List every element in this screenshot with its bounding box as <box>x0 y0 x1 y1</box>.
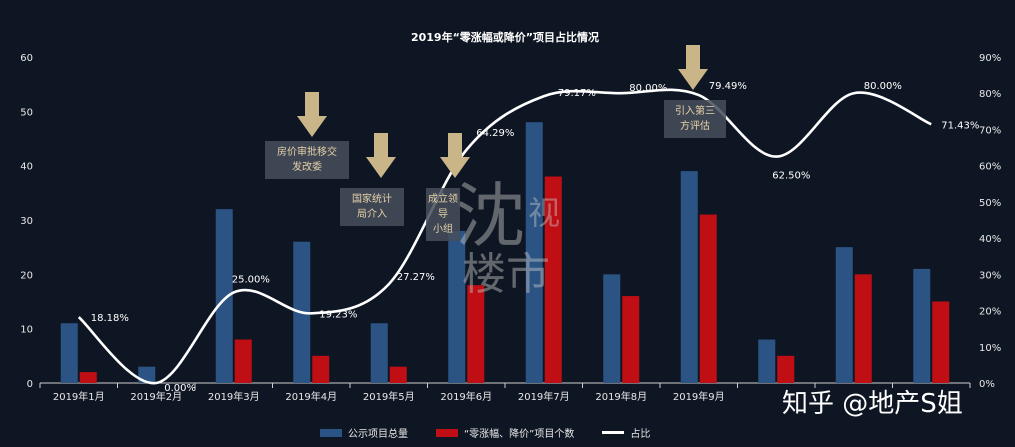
legend-label-zero-growth: “零涨幅、降价”项目个数 <box>464 429 575 440</box>
chart-legend: 公示项目总量 “零涨幅、降价”项目个数 占比 <box>320 425 678 440</box>
x-tick-label: 2019年2月 <box>130 390 182 403</box>
y-left-tick-label: 40 <box>20 162 33 173</box>
bar-zero-growth <box>312 355 330 383</box>
annotation-line: 发改委 <box>292 162 322 173</box>
down-arrow-icon <box>678 45 708 90</box>
bar-total <box>835 247 853 383</box>
watermark-big: 沈 <box>455 175 525 257</box>
x-tick-label: 2019年5月 <box>363 390 415 403</box>
legend-item-ratio: 占比 <box>602 425 650 440</box>
ratio-data-label: 79.49% <box>709 81 747 92</box>
legend-swatch-total <box>320 428 342 437</box>
legend-swatch-ratio <box>602 431 625 434</box>
legend-label-total: 公示项目总量 <box>348 429 408 440</box>
ratio-data-label: 18.18% <box>91 313 129 324</box>
chart-title: 2019年“零涨幅或降价”项目占比情况 <box>411 30 599 44</box>
x-tick-label: 2019年1月 <box>53 390 105 403</box>
bar-zero-growth <box>622 296 640 383</box>
y-left-tick-label: 60 <box>20 53 33 64</box>
bar-total <box>913 268 931 383</box>
annotation-line: 成立领导 <box>428 194 458 220</box>
annotation-price-approval: 房价审批移交 发改委 <box>265 141 349 179</box>
x-tick-label: 2019年7月 <box>518 390 570 403</box>
ratio-data-label: 71.43% <box>941 120 979 131</box>
ratio-data-label: 25.00% <box>232 274 270 285</box>
ratio-data-label: 62.50% <box>772 171 810 182</box>
y-right-tick-label: 50% <box>979 198 1001 209</box>
y-right-tick-label: 30% <box>979 270 1001 281</box>
y-right-tick-label: 80% <box>979 89 1001 100</box>
x-tick-label: 2019年3月 <box>208 390 260 403</box>
legend-item-zero-growth: “零涨幅、降价”项目个数 <box>436 425 574 440</box>
y-right-tick-label: 0% <box>979 379 995 390</box>
down-arrow-icon <box>440 133 470 178</box>
annotation-line: 引入第三 <box>675 106 715 117</box>
annotation-line: 房价审批移交 <box>277 147 337 158</box>
ratio-data-label: 80.00% <box>864 81 902 92</box>
bar-zero-growth <box>234 339 252 383</box>
bar-zero-growth <box>544 176 562 383</box>
y-left-tick-label: 0 <box>27 379 33 390</box>
bar-total <box>525 122 543 383</box>
bar-total <box>680 171 698 383</box>
watermark-side: 视 <box>528 194 561 232</box>
watermark-bottom: 楼市 <box>462 249 550 300</box>
x-tick-label: 2019年9月 <box>673 390 725 403</box>
bar-zero-growth <box>389 366 407 383</box>
ratio-data-label: 79.17% <box>558 88 596 99</box>
bar-zero-growth <box>854 274 872 383</box>
annotation-line: 局介入 <box>357 209 387 220</box>
ratio-data-label: 27.27% <box>397 272 435 283</box>
y-right-tick-label: 70% <box>979 125 1001 136</box>
bar-total <box>448 230 466 383</box>
down-arrow-icon <box>366 133 396 178</box>
x-tick-label: 2019年4月 <box>285 390 337 403</box>
ratio-data-label: 19.23% <box>319 309 357 320</box>
annotation-third-party: 引入第三 方评估 <box>664 100 726 138</box>
bar-total <box>758 339 776 383</box>
ratio-data-label: 64.29% <box>476 128 514 139</box>
annotation-line: 国家统计 <box>352 194 392 205</box>
bar-zero-growth <box>467 285 485 383</box>
ratio-data-label: 80.00% <box>629 83 667 94</box>
y-right-tick-label: 60% <box>979 162 1001 173</box>
bar-total <box>603 274 621 383</box>
ratio-line <box>77 88 932 385</box>
x-tick-label: 2019年6月 <box>440 390 492 403</box>
annotation-line: 小组 <box>433 224 453 235</box>
bar-zero-growth <box>699 214 717 383</box>
y-right-tick-label: 10% <box>979 343 1001 354</box>
bar-total <box>370 323 388 383</box>
annotation-leading-group: 成立领导 小组 <box>426 188 460 241</box>
legend-item-total: 公示项目总量 <box>320 425 408 440</box>
x-tick-label: 2019年8月 <box>595 390 647 403</box>
brand-watermark: 知乎 @地产S姐 <box>782 389 963 419</box>
legend-label-ratio: 占比 <box>630 429 651 440</box>
y-right-tick-label: 40% <box>979 234 1001 245</box>
y-left-tick-label: 30 <box>20 216 33 227</box>
ratio-data-label: 0.00% <box>164 383 196 394</box>
y-right-tick-label: 20% <box>979 307 1001 318</box>
bar-zero-growth <box>777 355 795 383</box>
bar-total <box>60 323 78 383</box>
legend-swatch-zero-growth <box>436 428 458 437</box>
bar-zero-growth <box>79 372 97 383</box>
annotation-line: 方评估 <box>680 121 710 132</box>
bar-total <box>215 209 233 383</box>
y-left-tick-label: 10 <box>20 325 33 336</box>
down-arrow-icon <box>297 92 327 137</box>
bar-zero-growth <box>932 301 950 383</box>
y-left-tick-label: 20 <box>20 270 33 281</box>
y-left-tick-label: 50 <box>20 107 33 118</box>
y-right-tick-label: 90% <box>979 53 1001 64</box>
annotation-statistics-bureau: 国家统计 局介入 <box>340 188 404 226</box>
